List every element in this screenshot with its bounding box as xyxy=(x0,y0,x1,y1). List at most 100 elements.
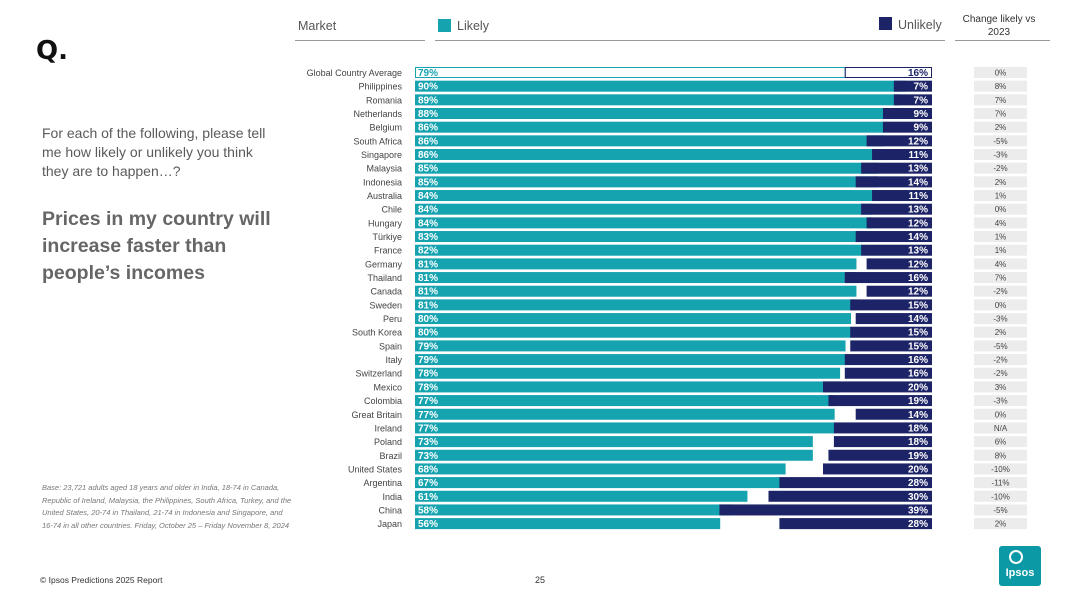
change-cell xyxy=(974,477,1027,489)
change-value-label: -10% xyxy=(991,465,1010,474)
likely-value-label: 77% xyxy=(418,410,438,421)
unlikely-value-label: 14% xyxy=(908,232,928,243)
change-cell xyxy=(974,436,1027,448)
category-label: Singapore xyxy=(361,150,402,160)
likely-value-label: 84% xyxy=(418,205,438,216)
likely-bar xyxy=(415,518,721,530)
change-value-label: 7% xyxy=(995,96,1007,105)
question-text: For each of the following, please tell m… xyxy=(42,125,266,179)
unlikely-value-label: 7% xyxy=(914,82,929,93)
likely-bar xyxy=(415,285,857,297)
likely-value-label: 81% xyxy=(418,273,438,284)
unlikely-bar xyxy=(779,518,932,530)
change-cell xyxy=(974,203,1027,215)
likely-value-label: 88% xyxy=(418,109,438,120)
likely-bar xyxy=(415,80,906,92)
change-cell xyxy=(974,80,1027,92)
change-cell xyxy=(974,108,1027,120)
likely-bar xyxy=(415,449,813,461)
likely-value-label: 82% xyxy=(418,246,438,257)
likely-bar xyxy=(415,395,835,407)
likely-bar xyxy=(415,217,873,229)
likely-bar xyxy=(415,190,873,202)
unlikely-value-label: 16% xyxy=(908,355,928,366)
change-cell xyxy=(974,299,1027,311)
category-label: Türkiye xyxy=(372,232,402,242)
category-label: Thailand xyxy=(367,273,402,283)
change-value-label: 3% xyxy=(995,383,1007,392)
category-label: Germany xyxy=(365,259,403,269)
likely-value-label: 90% xyxy=(418,82,438,93)
category-label: Malaysia xyxy=(366,164,402,174)
change-cell xyxy=(974,190,1027,202)
change-value-label: 0% xyxy=(995,205,1007,214)
change-cell xyxy=(974,408,1027,420)
footer-copyright: © Ipsos Predictions 2025 Report xyxy=(40,575,163,585)
unlikely-bar xyxy=(866,135,932,147)
likely-value-label: 73% xyxy=(418,451,438,462)
likely-bar xyxy=(415,326,851,338)
likely-bar xyxy=(415,272,857,284)
likely-bar xyxy=(415,244,862,256)
likely-value-label: 73% xyxy=(418,437,438,448)
change-value-label: -3% xyxy=(993,397,1007,406)
unlikely-value-label: 9% xyxy=(914,123,929,134)
unlikely-value-label: 9% xyxy=(914,109,929,120)
unlikely-value-label: 18% xyxy=(908,437,928,448)
likely-bar xyxy=(415,162,879,174)
change-cell xyxy=(974,162,1027,174)
unlikely-bar xyxy=(855,313,932,325)
category-label: Indonesia xyxy=(363,177,402,187)
likely-bar xyxy=(415,231,868,243)
likely-value-label: 58% xyxy=(418,505,438,516)
likely-bar xyxy=(415,258,857,270)
change-value-label: -5% xyxy=(993,506,1007,515)
likely-header-rule xyxy=(435,40,945,41)
likely-value-label: 85% xyxy=(418,164,438,175)
ipsos-logo-mark xyxy=(1009,550,1023,564)
change-value-label: 0% xyxy=(995,410,1007,419)
category-label: South Korea xyxy=(352,328,402,338)
category-label: Colombia xyxy=(364,396,402,406)
market-header: Market xyxy=(298,19,337,33)
unlikely-value-label: 15% xyxy=(908,328,928,339)
change-value-label: -5% xyxy=(993,137,1007,146)
category-label: Brazil xyxy=(379,451,402,461)
unlikely-bar xyxy=(866,258,932,270)
unlikely-value-label: 16% xyxy=(908,369,928,380)
base-note: Base: 23,721 adults aged 18 years and ol… xyxy=(42,483,292,530)
likely-value-label: 79% xyxy=(418,68,438,79)
category-label: Peru xyxy=(383,314,402,324)
likely-bar xyxy=(415,436,813,448)
unlikely-bar xyxy=(866,217,932,229)
change-value-label: -2% xyxy=(993,164,1007,173)
unlikely-value-label: 14% xyxy=(908,314,928,325)
unlikely-bar xyxy=(828,449,932,461)
change-value-label: -11% xyxy=(991,479,1009,488)
change-value-label: 4% xyxy=(995,219,1007,228)
change-cell xyxy=(974,504,1027,516)
unlikely-bar xyxy=(823,381,932,393)
unlikely-legend-label: Unlikely xyxy=(898,18,942,32)
unlikely-bar xyxy=(719,504,932,516)
change-value-label: -3% xyxy=(993,315,1007,324)
change-value-label: -10% xyxy=(991,492,1010,501)
unlikely-bar xyxy=(833,422,932,434)
unlikely-value-label: 19% xyxy=(908,396,928,407)
likely-value-label: 81% xyxy=(418,287,438,298)
likely-bar xyxy=(415,176,879,188)
change-value-label: N/A xyxy=(994,424,1008,433)
change-cell xyxy=(974,490,1027,502)
likely-value-label: 80% xyxy=(418,328,438,339)
change-value-label: 8% xyxy=(995,82,1007,91)
category-label: Poland xyxy=(374,437,402,447)
unlikely-value-label: 16% xyxy=(908,68,928,79)
unlikely-bar xyxy=(882,108,932,120)
unlikely-value-label: 39% xyxy=(908,505,928,516)
likely-bar xyxy=(415,313,851,325)
unlikely-value-label: 28% xyxy=(908,519,928,530)
likely-bar xyxy=(415,367,841,379)
likely-bar xyxy=(415,135,884,147)
unlikely-bar xyxy=(882,121,932,133)
change-value-label: 1% xyxy=(995,233,1007,242)
